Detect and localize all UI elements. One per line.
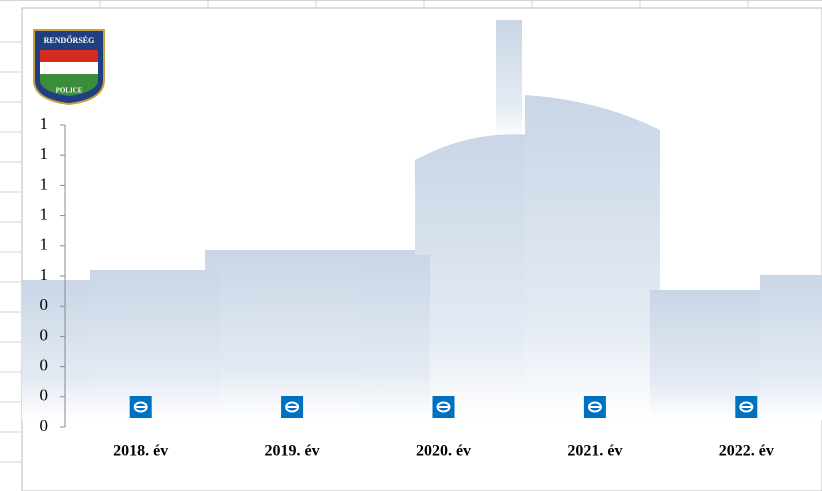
y-tick-label: 1 (40, 114, 49, 133)
x-tick-label: 2018. év (113, 443, 168, 460)
y-tick-label: 1 (40, 144, 49, 163)
y-tick-label: 1 (40, 205, 49, 224)
y-tick-label: 1 (40, 235, 49, 254)
marker-symbol (285, 401, 300, 413)
logo-bottom: POLICE (56, 87, 83, 95)
y-tick-label: 0 (40, 416, 49, 435)
marker-symbol (587, 401, 602, 413)
x-tick-label: 2022. év (719, 443, 774, 460)
logo-top: RENDŐRSÉG (44, 35, 95, 45)
sheet-grid (0, 0, 822, 463)
y-tick-label: 0 (40, 325, 49, 344)
marker-symbol (739, 401, 754, 413)
marker-symbol (133, 401, 148, 413)
y-tick-label: 1 (40, 174, 49, 193)
x-tick-label: 2021. év (567, 443, 622, 460)
x-tick-label: 2019. év (265, 443, 320, 460)
y-tick-label: 0 (40, 295, 49, 314)
x-tick-label: 2020. év (416, 443, 471, 460)
y-tick-label: 0 (40, 356, 49, 375)
y-tick-label: 0 (40, 386, 49, 405)
marker-symbol (436, 401, 451, 413)
y-tick-label: 1 (40, 265, 49, 284)
logo: RENDŐRSÉG POLICE (33, 29, 105, 106)
